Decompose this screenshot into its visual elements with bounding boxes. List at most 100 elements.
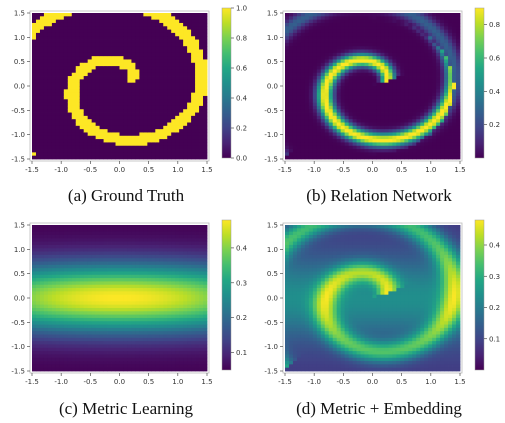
heatmap-cell <box>396 95 401 100</box>
heatmap-cell <box>348 29 354 34</box>
heatmap-cell <box>195 135 200 140</box>
heatmap-cell <box>296 13 302 17</box>
heatmap-cell <box>55 22 61 27</box>
heatmap-cell <box>408 19 413 24</box>
heatmap-cell <box>51 238 57 242</box>
heatmap-cell <box>143 155 148 160</box>
heatmap-cell <box>288 19 294 24</box>
heatmap-cell <box>51 341 57 345</box>
heatmap-cell <box>336 19 342 24</box>
heatmap-cell <box>111 307 116 312</box>
heatmap-cell <box>51 301 57 306</box>
heatmap-cell <box>312 66 318 70</box>
heatmap-cell <box>308 16 314 21</box>
heatmap-cell <box>147 69 152 74</box>
heatmap-cell <box>111 251 116 256</box>
heatmap-cell <box>103 122 108 127</box>
heatmap-cell <box>352 95 357 100</box>
heatmap-cell <box>51 42 57 47</box>
heatmap-cell <box>163 89 168 94</box>
heatmap-cell <box>151 132 156 137</box>
heatmap-cell <box>336 46 342 50</box>
heatmap-cell <box>320 92 326 97</box>
heatmap-cell <box>83 52 89 57</box>
heatmap-cell <box>79 271 85 276</box>
heatmap-cell <box>55 132 61 137</box>
heatmap-cell <box>364 95 369 100</box>
heatmap-cell <box>195 95 200 100</box>
heatmap-cell <box>59 119 65 123</box>
heatmap-cell <box>32 347 37 352</box>
heatmap-cell <box>63 327 69 332</box>
heatmap-cell <box>348 69 354 74</box>
heatmap-cell <box>51 248 57 252</box>
heatmap-cell <box>115 357 120 362</box>
heatmap-cell <box>51 261 57 266</box>
heatmap-cell <box>107 261 112 266</box>
heatmap-cell <box>356 86 361 90</box>
heatmap-cell <box>71 274 77 279</box>
heatmap-cell <box>111 105 116 110</box>
heatmap-cell <box>79 357 85 362</box>
heatmap-cell <box>75 29 81 34</box>
heatmap-cell <box>285 115 290 120</box>
heatmap-cell <box>404 36 409 40</box>
heatmap-cell <box>372 79 377 84</box>
heatmap-cell <box>32 139 37 143</box>
heatmap-cell <box>360 32 365 37</box>
heatmap-cell <box>436 49 441 54</box>
heatmap-cell <box>356 79 361 84</box>
heatmap-cell <box>67 261 73 266</box>
heatmap-cell <box>440 56 445 60</box>
heatmap-cell <box>424 132 429 137</box>
heatmap-cell <box>79 52 85 57</box>
heatmap-cell <box>47 22 53 27</box>
heatmap-cell <box>364 129 369 133</box>
heatmap-cell <box>147 16 152 21</box>
heatmap-cell <box>139 82 144 87</box>
heatmap-cell <box>127 22 132 27</box>
heatmap-cell <box>107 22 112 27</box>
heatmap-cell <box>35 327 41 332</box>
heatmap-cell <box>384 125 389 130</box>
heatmap-cell <box>440 92 445 97</box>
heatmap-cell <box>67 251 73 256</box>
heatmap-cell <box>119 307 124 312</box>
heatmap-cell <box>199 79 204 84</box>
heatmap-cell <box>388 132 393 137</box>
heatmap-cell <box>396 29 401 34</box>
heatmap-cell <box>300 19 306 24</box>
heatmap-cell <box>111 13 116 17</box>
heatmap-cell <box>55 304 61 309</box>
heatmap-cell <box>191 119 196 123</box>
heatmap-cell <box>47 69 53 74</box>
heatmap-cell <box>32 66 37 70</box>
heatmap-cell <box>376 152 381 157</box>
heatmap-cell <box>147 102 152 107</box>
heatmap-cell <box>119 354 124 359</box>
heatmap-cell <box>95 105 101 110</box>
heatmap-cell <box>75 22 81 27</box>
heatmap-cell <box>135 105 140 110</box>
heatmap-cell <box>436 155 441 160</box>
heatmap-cell <box>119 36 124 40</box>
heatmap-cell <box>384 72 389 77</box>
heatmap-cell <box>404 69 409 74</box>
heatmap-cell <box>67 39 73 44</box>
heatmap-cell <box>47 268 53 272</box>
y-tick-label: 0.0 <box>14 83 25 91</box>
heatmap-cell <box>404 132 409 137</box>
heatmap-cell <box>312 39 318 44</box>
heatmap-cell <box>296 115 302 120</box>
heatmap-cell <box>392 105 397 110</box>
heatmap-cell <box>312 79 318 84</box>
heatmap-cell <box>163 122 168 127</box>
heatmap-cell <box>47 135 53 140</box>
heatmap-cell <box>285 52 290 57</box>
heatmap-cell <box>115 307 120 312</box>
heatmap-cell <box>47 361 53 365</box>
heatmap-cell <box>115 298 120 302</box>
heatmap-cell <box>408 109 413 113</box>
heatmap-cell <box>420 49 425 54</box>
heatmap-cell <box>39 234 45 239</box>
